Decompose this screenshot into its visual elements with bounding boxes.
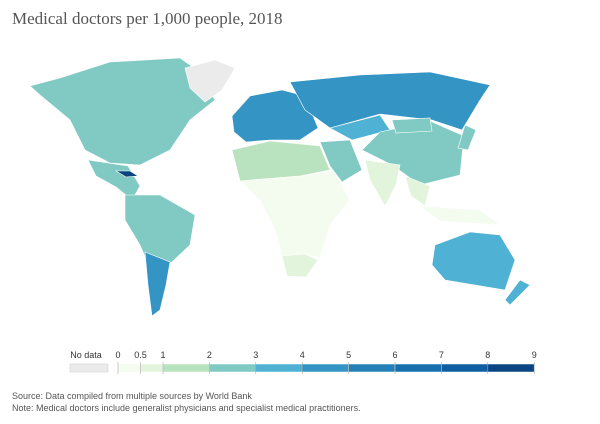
- region: [319, 139, 363, 183]
- region: [431, 231, 516, 291]
- legend-swatch: [441, 363, 489, 373]
- region: [281, 253, 319, 278]
- region: [231, 89, 319, 143]
- legend-swatch: [348, 363, 396, 373]
- legend-swatch: [140, 363, 164, 373]
- legend-tick-label: 8: [485, 350, 490, 360]
- region: [144, 251, 171, 317]
- region: [289, 71, 491, 131]
- region: [404, 175, 431, 207]
- legend-tick-label: 1: [160, 350, 165, 360]
- region: [114, 170, 139, 178]
- legend-swatch: [209, 363, 257, 373]
- legend-tick-label: 2: [207, 350, 212, 360]
- legend-tick-label: 4: [300, 350, 305, 360]
- legend-swatch: [117, 363, 141, 373]
- region: [29, 57, 216, 166]
- no-data-label: No data: [70, 350, 102, 360]
- legend-swatch: [162, 363, 210, 373]
- legend-tick-label: 9: [532, 350, 537, 360]
- legend-swatch: [394, 363, 442, 373]
- legend-tick-label: 0.5: [134, 350, 147, 360]
- title: Medical doctors per 1,000 people, 2018: [12, 9, 283, 28]
- legend-tick-label: 3: [253, 350, 258, 360]
- legend-tick-label: 6: [392, 350, 397, 360]
- source: Source: Data compiled from multiple sour…: [12, 391, 252, 401]
- region: [361, 120, 465, 186]
- legend: No data 0 0.5 1 2 3 4 5 6 7 8 9: [69, 350, 537, 374]
- legend-tick-label: 0: [115, 350, 120, 360]
- no-data-swatch: [69, 363, 109, 373]
- legend-tick-label: 5: [346, 350, 351, 360]
- note: Note: Medical doctors include generalist…: [12, 403, 361, 413]
- region: [87, 159, 141, 201]
- world-map: [29, 57, 531, 317]
- region: [457, 124, 477, 151]
- legend-swatch: [487, 363, 535, 373]
- region: [124, 194, 196, 269]
- region: [364, 159, 401, 207]
- region: [184, 59, 236, 103]
- legend-tick-label: 7: [439, 350, 444, 360]
- region: [239, 170, 351, 259]
- legend-swatch: [255, 363, 303, 373]
- region: [419, 205, 501, 226]
- region: [391, 117, 433, 134]
- region: [504, 279, 531, 306]
- legend-swatch: [301, 363, 349, 373]
